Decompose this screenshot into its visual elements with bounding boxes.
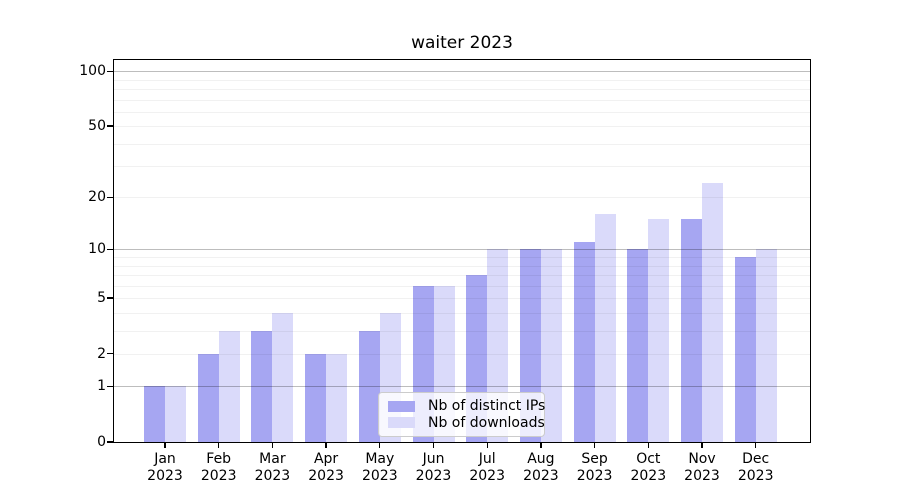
bar-distinct-ips bbox=[251, 330, 273, 442]
x-tick-mark bbox=[701, 442, 703, 448]
legend-swatch-downloads bbox=[388, 417, 415, 429]
minor-gridline bbox=[114, 88, 810, 90]
legend: Nb of distinct IPs Nb of downloads bbox=[378, 392, 545, 437]
minor-gridline bbox=[114, 285, 810, 287]
y-tick-mark bbox=[107, 70, 114, 72]
y-tick-label: 2 bbox=[97, 345, 106, 362]
y-tick-label: 20 bbox=[88, 189, 106, 206]
x-tick-label: Mar 2023 bbox=[254, 451, 291, 484]
x-tick-mark bbox=[271, 442, 274, 448]
x-tick-label: Sep 2023 bbox=[576, 451, 613, 484]
x-tick-label: Jan 2023 bbox=[147, 451, 183, 484]
bar-distinct-ips bbox=[197, 353, 219, 442]
bar-distinct-ips bbox=[627, 249, 649, 442]
x-tick-mark bbox=[432, 442, 435, 448]
x-tick-label: May 2023 bbox=[361, 451, 398, 484]
x-tick-label: Jun 2023 bbox=[415, 451, 452, 484]
x-tick-label: Oct 2023 bbox=[630, 451, 667, 484]
y-tick-label: 0 bbox=[97, 434, 106, 450]
minor-gridline bbox=[114, 257, 810, 258]
minor-gridline bbox=[114, 353, 810, 355]
minor-gridline bbox=[114, 126, 810, 128]
bar-distinct-ips bbox=[734, 257, 756, 442]
minor-gridline bbox=[114, 298, 810, 299]
x-tick-mark bbox=[164, 442, 166, 448]
legend-swatch-distinct-ips bbox=[388, 400, 415, 412]
minor-gridline bbox=[114, 312, 810, 314]
y-tick-label: 100 bbox=[79, 63, 106, 80]
x-tick-mark bbox=[647, 442, 649, 448]
bar-downloads bbox=[755, 249, 777, 442]
y-tick-mark bbox=[107, 297, 114, 299]
x-tick-mark bbox=[486, 442, 488, 448]
legend-item-distinct-ips: Nb of distinct IPs bbox=[388, 398, 545, 414]
minor-gridline bbox=[114, 79, 810, 81]
minor-gridline bbox=[114, 143, 810, 145]
minor-gridline bbox=[114, 330, 810, 332]
bar-distinct-ips bbox=[681, 219, 702, 442]
legend-label-downloads: Nb of downloads bbox=[428, 414, 545, 431]
x-tick-mark bbox=[325, 442, 327, 448]
minor-gridline bbox=[114, 166, 810, 168]
bar-downloads bbox=[272, 312, 294, 442]
minor-gridline bbox=[114, 197, 810, 199]
x-tick-mark bbox=[593, 442, 596, 448]
y-tick-mark bbox=[107, 441, 114, 443]
major-gridline bbox=[114, 249, 810, 251]
y-tick-mark bbox=[107, 196, 114, 199]
y-tick-label: 10 bbox=[88, 241, 106, 258]
bar-distinct-ips bbox=[358, 330, 380, 442]
x-tick-label: Jul 2023 bbox=[469, 451, 505, 484]
legend-item-downloads: Nb of downloads bbox=[388, 415, 545, 431]
major-gridline bbox=[114, 71, 810, 73]
y-tick-mark bbox=[107, 125, 114, 127]
bar-downloads bbox=[165, 386, 186, 442]
x-tick-mark bbox=[218, 442, 220, 448]
x-tick-label: Apr 2023 bbox=[308, 451, 344, 484]
x-tick-mark bbox=[379, 442, 381, 448]
bar-distinct-ips bbox=[144, 386, 165, 442]
x-tick-label: Aug 2023 bbox=[523, 451, 559, 484]
y-tick-label: 50 bbox=[88, 118, 106, 135]
legend-label-distinct-ips: Nb of distinct IPs bbox=[428, 398, 546, 415]
bar-downloads bbox=[702, 183, 723, 442]
y-tick-mark bbox=[107, 385, 114, 387]
x-tick-mark bbox=[540, 442, 542, 448]
x-tick-label: Dec 2023 bbox=[737, 451, 774, 484]
y-tick-label: 1 bbox=[97, 378, 106, 395]
x-tick-label: Nov 2023 bbox=[684, 451, 720, 484]
bar-downloads bbox=[326, 353, 348, 442]
bar-downloads bbox=[594, 214, 616, 442]
bar-downloads bbox=[648, 219, 670, 442]
y-tick-mark bbox=[107, 248, 114, 250]
plot-area bbox=[114, 60, 810, 442]
bar-distinct-ips bbox=[573, 242, 595, 442]
y-tick-label: 5 bbox=[97, 290, 106, 306]
x-tick-label: Feb 2023 bbox=[200, 451, 237, 484]
minor-gridline bbox=[114, 265, 810, 267]
bar-downloads bbox=[218, 330, 240, 442]
major-gridline bbox=[114, 386, 810, 388]
x-tick-mark bbox=[755, 442, 757, 448]
chart-title: waiter 2023 bbox=[411, 33, 513, 53]
minor-gridline bbox=[114, 99, 810, 101]
minor-gridline bbox=[114, 111, 810, 113]
bar-distinct-ips bbox=[305, 353, 327, 442]
y-tick-mark bbox=[107, 353, 114, 355]
minor-gridline bbox=[114, 274, 810, 276]
bar-downloads bbox=[540, 249, 562, 442]
